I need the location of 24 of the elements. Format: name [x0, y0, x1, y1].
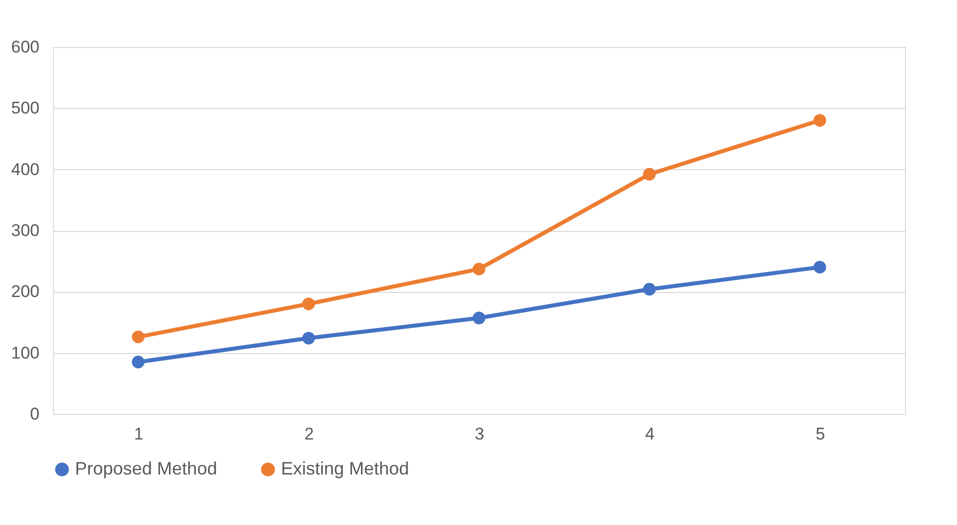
y-tick-label: 600 [11, 38, 40, 56]
x-tick-label: 4 [645, 424, 655, 444]
point [302, 298, 315, 310]
point [813, 260, 826, 274]
y-tick-label: 200 [11, 282, 40, 302]
y-tick-label: 0 [30, 404, 40, 424]
point [132, 356, 145, 368]
legend-label: Existing Method [281, 458, 410, 478]
point [472, 262, 486, 276]
x-tick-label: 3 [474, 424, 484, 444]
y-tick-label: 400 [11, 160, 40, 179]
legend-label: Proposed Method [75, 458, 218, 478]
x-tick-label: 2 [304, 424, 314, 444]
point [643, 282, 656, 296]
point [813, 114, 826, 127]
x-tick-label: 5 [816, 424, 826, 444]
y-tick-label: 500 [11, 98, 40, 118]
point [132, 330, 145, 344]
point [302, 332, 315, 344]
point [472, 312, 486, 324]
point [643, 168, 656, 181]
x-tick-label: 1 [134, 424, 144, 444]
y-tick-label: 300 [11, 221, 40, 240]
y-tick-label: 100 [11, 343, 40, 362]
